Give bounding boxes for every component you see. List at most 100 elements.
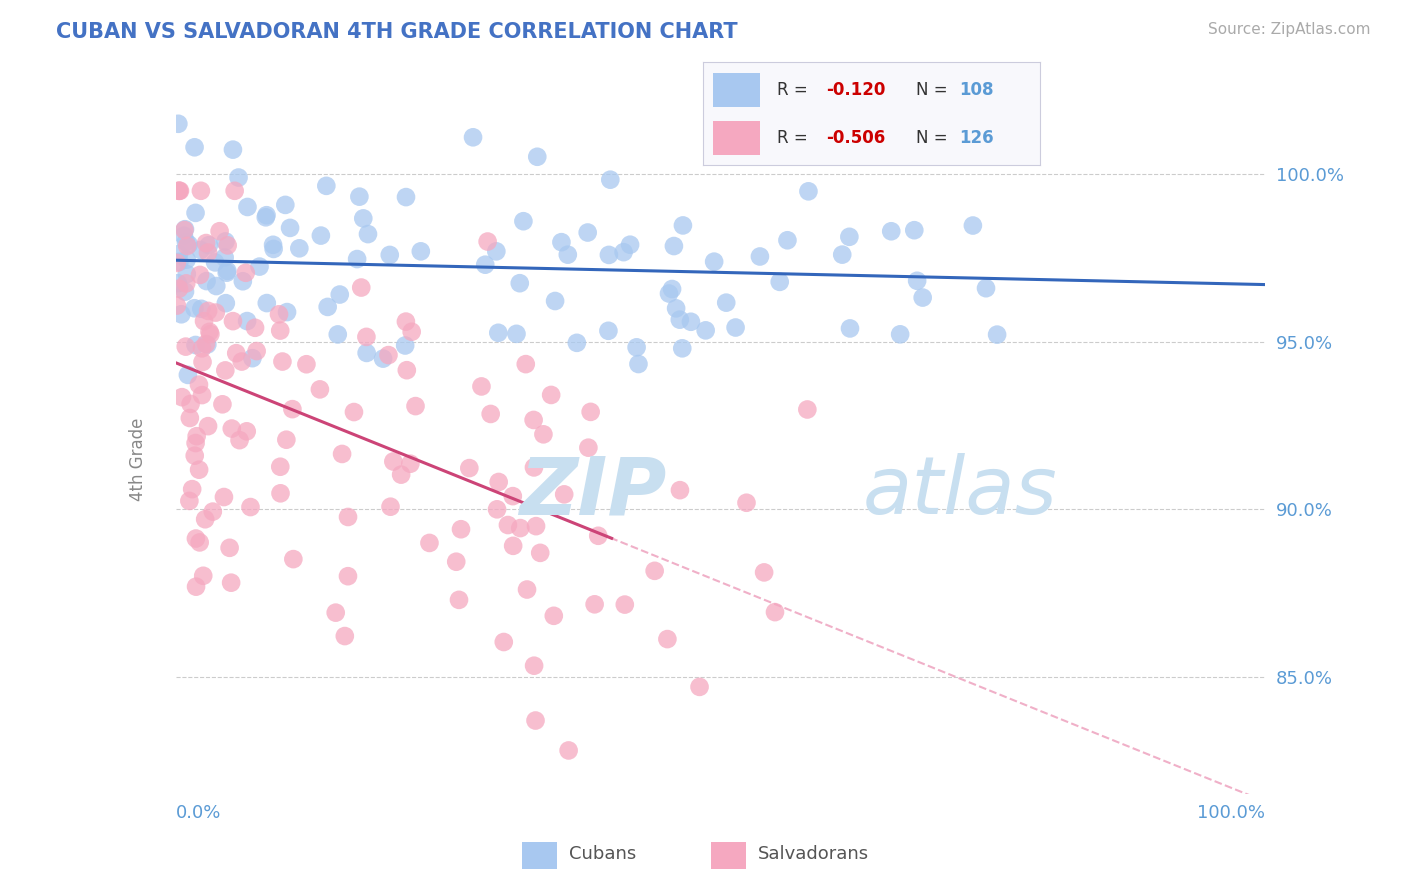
Point: [170, 307, 193, 321]
Point: [515, 357, 537, 371]
Point: [761, 117, 783, 131]
Point: [218, 541, 240, 555]
Point: [479, 407, 502, 421]
Point: [461, 130, 484, 145]
Point: [263, 242, 285, 256]
Point: [208, 224, 231, 238]
Point: [316, 300, 339, 314]
Point: [380, 500, 402, 514]
Point: [672, 219, 695, 233]
Point: [724, 320, 747, 334]
Point: [205, 279, 228, 293]
Point: [776, 233, 799, 247]
Point: [177, 368, 200, 382]
Point: [485, 244, 508, 259]
Point: [523, 658, 546, 673]
Point: [188, 377, 211, 392]
Point: [689, 680, 711, 694]
Point: [195, 274, 218, 288]
Point: [512, 214, 534, 228]
Point: [529, 546, 551, 560]
Point: [565, 335, 588, 350]
Point: [509, 521, 531, 535]
Point: [228, 170, 250, 185]
Point: [543, 608, 565, 623]
Point: [502, 539, 524, 553]
Point: [269, 324, 291, 338]
Text: 108: 108: [959, 80, 994, 99]
Point: [214, 235, 236, 249]
Point: [357, 227, 380, 241]
Point: [394, 338, 416, 352]
Text: Source: ZipAtlas.com: Source: ZipAtlas.com: [1208, 22, 1371, 37]
Point: [679, 315, 702, 329]
Point: [174, 235, 197, 249]
Point: [669, 483, 692, 498]
Point: [167, 184, 190, 198]
Point: [198, 325, 221, 339]
Point: [911, 291, 934, 305]
Point: [167, 184, 190, 198]
Point: [183, 301, 205, 316]
Point: [191, 355, 214, 369]
Point: [167, 117, 190, 131]
Point: [295, 357, 318, 371]
Point: [236, 314, 259, 328]
Point: [184, 338, 207, 352]
Point: [395, 315, 418, 329]
Point: [179, 411, 201, 425]
Point: [193, 568, 215, 582]
Point: [184, 580, 207, 594]
Point: [200, 327, 222, 342]
Point: [173, 223, 195, 237]
Point: [496, 518, 519, 533]
Point: [880, 224, 903, 238]
Point: [281, 402, 304, 417]
Point: [352, 211, 374, 226]
Point: [962, 219, 984, 233]
Point: [217, 264, 239, 278]
Point: [288, 241, 311, 255]
Point: [215, 266, 238, 280]
Point: [716, 295, 738, 310]
Point: [661, 282, 683, 296]
Point: [395, 363, 418, 377]
Point: [309, 383, 332, 397]
Point: [486, 502, 509, 516]
Point: [889, 327, 911, 342]
Point: [330, 447, 353, 461]
Point: [219, 575, 242, 590]
Point: [184, 532, 207, 546]
Point: [249, 260, 271, 274]
Point: [232, 274, 254, 288]
Point: [516, 582, 538, 597]
Point: [477, 235, 499, 249]
Point: [231, 354, 253, 368]
Point: [486, 326, 509, 340]
Point: [329, 287, 352, 301]
Point: [389, 467, 412, 482]
Point: [236, 200, 259, 214]
Point: [197, 419, 219, 434]
Point: [839, 321, 862, 335]
Point: [204, 305, 226, 319]
Point: [533, 427, 555, 442]
Point: [183, 140, 205, 154]
Point: [346, 252, 368, 266]
Point: [627, 357, 650, 371]
Text: N =: N =: [915, 128, 952, 147]
Text: 126: 126: [959, 128, 994, 147]
Point: [315, 178, 337, 193]
Point: [235, 266, 257, 280]
Point: [278, 220, 301, 235]
Point: [214, 251, 236, 265]
Point: [243, 320, 266, 334]
Point: [267, 307, 290, 321]
Point: [333, 629, 356, 643]
Point: [557, 743, 579, 757]
Point: [198, 238, 221, 252]
Point: [217, 238, 239, 252]
Text: atlas: atlas: [863, 453, 1057, 532]
Point: [191, 342, 214, 356]
Point: [167, 247, 190, 261]
